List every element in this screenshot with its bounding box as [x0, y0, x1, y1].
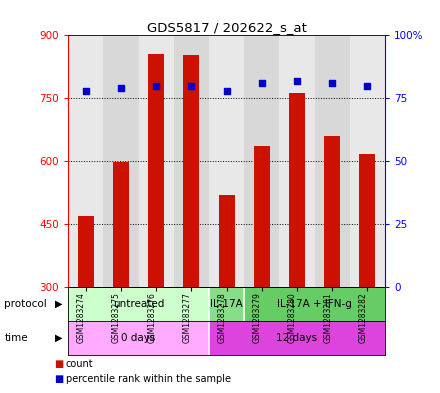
Bar — [324, 136, 340, 287]
Bar — [219, 195, 235, 287]
Bar — [350, 35, 385, 287]
Bar — [113, 162, 129, 287]
Bar — [148, 54, 164, 287]
Point — [329, 80, 336, 86]
Text: percentile rank within the sample: percentile rank within the sample — [66, 374, 231, 384]
Bar — [289, 93, 305, 287]
Point — [293, 77, 301, 84]
Text: IL-17A: IL-17A — [210, 299, 243, 309]
Bar — [68, 321, 209, 355]
Bar — [244, 287, 385, 321]
Bar — [359, 154, 375, 287]
Bar — [139, 35, 174, 287]
Bar — [244, 35, 279, 287]
Text: protocol: protocol — [4, 299, 47, 309]
Title: GDS5817 / 202622_s_at: GDS5817 / 202622_s_at — [147, 21, 307, 34]
Text: ▶: ▶ — [55, 333, 62, 343]
Bar — [209, 321, 385, 355]
Text: 12 days: 12 days — [276, 333, 318, 343]
Bar — [254, 147, 270, 287]
Bar — [183, 55, 199, 287]
Text: ■: ■ — [55, 358, 64, 369]
Text: count: count — [66, 358, 94, 369]
Bar — [68, 35, 103, 287]
Bar — [279, 35, 315, 287]
Point — [82, 88, 89, 94]
Bar — [315, 35, 350, 287]
Bar — [174, 35, 209, 287]
Point — [223, 88, 230, 94]
Text: IL-17A + IFN-g: IL-17A + IFN-g — [277, 299, 352, 309]
Bar — [78, 216, 94, 287]
Point — [364, 83, 371, 89]
Bar — [209, 35, 244, 287]
Bar — [209, 287, 244, 321]
Point — [117, 85, 125, 91]
Point — [258, 80, 265, 86]
Text: 0 days: 0 days — [121, 333, 156, 343]
Bar — [68, 287, 209, 321]
Point — [153, 83, 160, 89]
Bar — [103, 35, 139, 287]
Text: time: time — [4, 333, 28, 343]
Text: ■: ■ — [55, 374, 64, 384]
Point — [188, 83, 195, 89]
Text: untreated: untreated — [113, 299, 164, 309]
Text: ▶: ▶ — [55, 299, 62, 309]
